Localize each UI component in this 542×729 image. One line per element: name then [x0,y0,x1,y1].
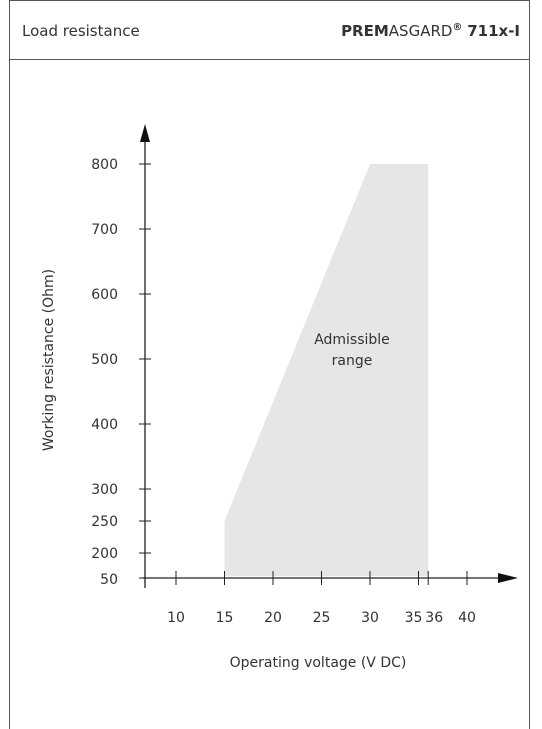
top-border [9,0,530,1]
x-tick-label: 10 [167,610,185,626]
x-tick-label: 15 [216,610,234,626]
y-tick-label: 50 [100,572,118,588]
model-number: 711x-I [467,22,520,40]
x-tick-label: 36 [425,610,443,626]
y-tick-label: 800 [91,157,118,173]
y-axis-title: Working resistance (Ohm) [41,269,57,451]
x-tick-label: 20 [264,610,282,626]
x-axis-title: Operating voltage (V DC) [230,655,407,671]
x-tick-label: 30 [361,610,379,626]
y-tick-label: 700 [91,222,118,238]
brand-bold: PREM [341,22,389,40]
y-tick-label: 250 [91,514,118,530]
x-tick-label: 40 [458,610,476,626]
y-tick-label: 400 [91,417,118,433]
y-axis-arrow [140,124,150,142]
product-name: PREMASGARD® 711x-I [341,22,520,40]
region-label-line-2: range [332,353,373,369]
y-tick-label: 300 [91,482,118,498]
brand-regular: ASGARD [388,22,453,40]
x-tick-label: 25 [313,610,331,626]
registered-mark: ® [452,22,463,33]
region-label-line-1: Admissible [314,332,390,348]
header-divider [9,59,530,60]
x-axis-arrow [498,573,518,583]
chart-frame [9,0,530,729]
x-tick-label: 35 [405,610,423,626]
y-tick-label: 600 [91,287,118,303]
admissible-range-area [224,164,429,576]
y-tick-label: 500 [91,352,118,368]
chart-title: Load resistance [22,22,140,40]
y-tick-label: 200 [91,546,118,562]
